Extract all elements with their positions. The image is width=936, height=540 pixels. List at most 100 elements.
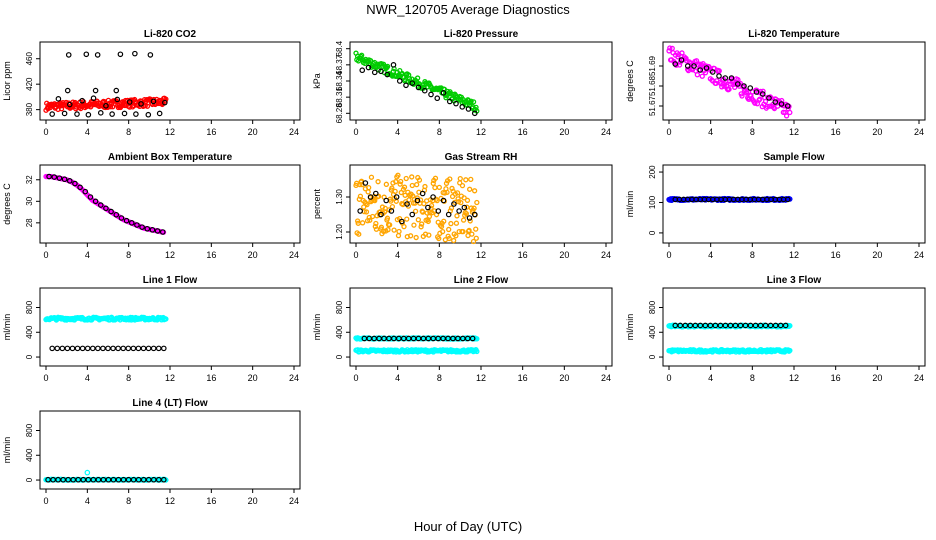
x-tick-label: 0 — [666, 373, 671, 383]
data-point — [365, 64, 372, 71]
data-point — [760, 88, 766, 94]
data-point — [436, 184, 442, 191]
data-point — [162, 99, 168, 106]
data-point — [369, 213, 376, 220]
data-point — [719, 84, 725, 90]
data-point — [375, 179, 381, 185]
data-point — [473, 226, 479, 232]
x-tick-label: 12 — [789, 127, 799, 137]
data-point — [385, 227, 391, 233]
data-point — [127, 104, 133, 110]
data-point — [359, 67, 366, 74]
data-point — [66, 178, 73, 184]
data-point — [425, 218, 431, 225]
data-point — [393, 198, 399, 204]
data-point — [66, 101, 73, 108]
data-point — [454, 213, 460, 219]
data-point — [434, 95, 441, 102]
data-point — [361, 204, 367, 210]
x-tick-label: 4 — [85, 127, 90, 137]
data-point — [393, 179, 399, 185]
panel-rh: Gas Stream RH percent 0 4 8 12 16 20 24 1.20 1.30 — [312, 152, 613, 260]
series-avg — [357, 180, 478, 225]
data-point — [451, 201, 457, 207]
data-point — [752, 100, 758, 106]
data-point — [155, 345, 162, 352]
data-point — [387, 222, 393, 228]
data-point — [691, 63, 697, 69]
data-point — [672, 322, 679, 329]
data-point — [70, 476, 77, 483]
data-point — [64, 345, 71, 352]
y-tick-label: 800 — [25, 300, 34, 314]
data-point — [448, 220, 454, 227]
data-point — [469, 335, 476, 342]
y-tick-label: 68.28 — [335, 103, 344, 124]
x-tick-label: 24 — [914, 373, 924, 383]
x-tick-label: 8 — [437, 250, 442, 260]
data-point — [694, 72, 701, 78]
data-point — [677, 322, 684, 329]
plot-frame — [349, 41, 613, 121]
y-axis-label: degrees C — [625, 60, 635, 102]
panel-title: Line 1 Flow — [143, 275, 198, 286]
data-point — [121, 110, 128, 117]
x-tick-label: 12 — [789, 250, 799, 260]
data-point — [468, 176, 474, 183]
data-point — [441, 198, 447, 204]
data-point — [716, 68, 722, 74]
x-tick-label: 16 — [831, 127, 841, 137]
data-point — [365, 189, 371, 195]
data-point — [672, 61, 679, 67]
figure-title: NWR_120705 Average Diagnostics — [366, 2, 570, 17]
plot-frame — [39, 164, 301, 244]
x-tick-label: 8 — [126, 373, 131, 383]
data-point — [471, 188, 478, 194]
panel-co2: Li-820 CO2 Licor ppm 0 4 8 12 16 20 24 380 420 460 — [2, 29, 301, 137]
data-point — [752, 322, 759, 329]
data-point — [461, 204, 468, 211]
data-point — [414, 197, 421, 204]
panel-line2: Line 2 Flow ml/min 0 4 8 12 16 20 24 0 400 800 — [312, 275, 613, 383]
data-point — [356, 231, 362, 237]
x-tick-label: 24 — [914, 127, 924, 137]
y-tick-label: 420 — [25, 77, 34, 91]
data-point — [392, 188, 398, 195]
panel-title: Gas Stream RH — [445, 152, 518, 163]
data-point — [732, 322, 739, 329]
data-point — [128, 220, 135, 226]
x-tick-label: 24 — [289, 496, 299, 506]
data-point — [409, 174, 415, 180]
data-point — [388, 208, 395, 214]
data-point — [113, 87, 120, 94]
data-point — [416, 177, 423, 183]
series-avg — [672, 322, 789, 329]
data-point — [154, 228, 161, 234]
data-point — [753, 89, 760, 95]
data-point — [375, 193, 382, 199]
data-point — [434, 197, 440, 204]
data-point — [775, 103, 781, 109]
data-point — [372, 197, 378, 204]
data-point — [428, 205, 434, 211]
data-point — [777, 322, 784, 329]
data-point — [454, 190, 461, 196]
data-point — [135, 345, 142, 352]
y-tick-label: 68.31 — [335, 87, 344, 108]
data-point — [471, 211, 478, 218]
data-point — [72, 180, 78, 187]
data-point — [739, 93, 745, 99]
x-tick-label: 12 — [165, 496, 175, 506]
y-tick-label: 400 — [335, 325, 344, 339]
data-point — [460, 217, 467, 223]
data-point — [161, 345, 167, 352]
plot-frame — [662, 41, 926, 121]
data-point — [75, 476, 82, 483]
data-point — [417, 197, 424, 203]
y-tick-label: 32 — [25, 175, 34, 184]
data-point — [138, 101, 144, 107]
data-point — [368, 174, 375, 180]
data-point — [357, 208, 363, 214]
y-axis-label: ml/min — [2, 314, 12, 341]
